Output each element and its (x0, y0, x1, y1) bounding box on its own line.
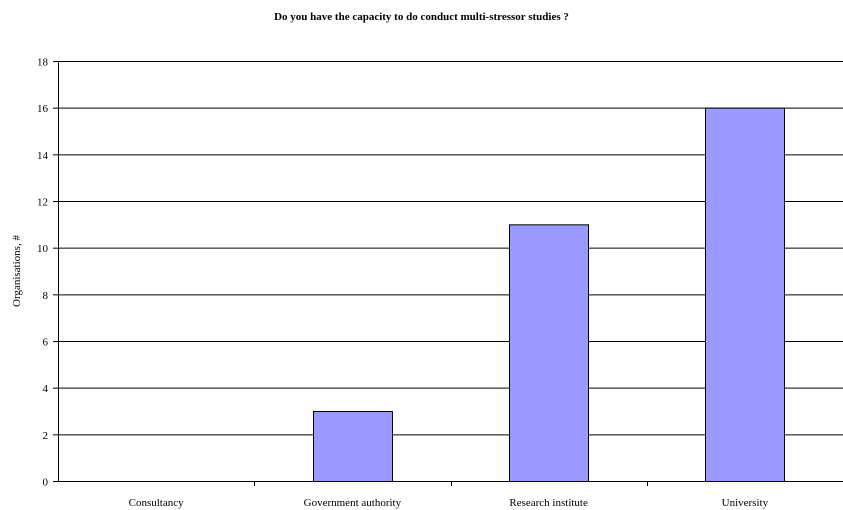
chart-title: Do you have the capacity to do conduct m… (274, 11, 569, 23)
y-tick-label: 8 (43, 290, 49, 302)
bar (313, 411, 393, 482)
y-tick-label: 10 (37, 243, 49, 255)
y-tick-label: 16 (37, 103, 49, 115)
y-tick-label: 14 (37, 150, 49, 162)
axes (53, 61, 843, 486)
x-tick-label: Research institute (509, 497, 588, 509)
bar (705, 107, 785, 483)
bar (509, 224, 589, 482)
x-tick-label: Consultancy (129, 497, 184, 509)
y-tick-label: 6 (43, 337, 49, 349)
y-tick-label: 0 (43, 477, 49, 489)
y-axis-label: Organisations, # (11, 235, 23, 307)
y-tick-label: 18 (37, 57, 49, 69)
x-tick-label: University (722, 497, 769, 509)
y-tick-labels: 0 2 4 6 8 10 12 14 16 18 (37, 57, 49, 489)
y-tick-label: 12 (37, 197, 48, 209)
y-tick-label: 2 (43, 430, 49, 442)
bars (313, 107, 785, 483)
x-tick-labels: Consultancy Government authority Research … (129, 497, 769, 509)
y-tick-label: 4 (43, 383, 49, 395)
x-tick-label: Government authority (304, 497, 402, 509)
